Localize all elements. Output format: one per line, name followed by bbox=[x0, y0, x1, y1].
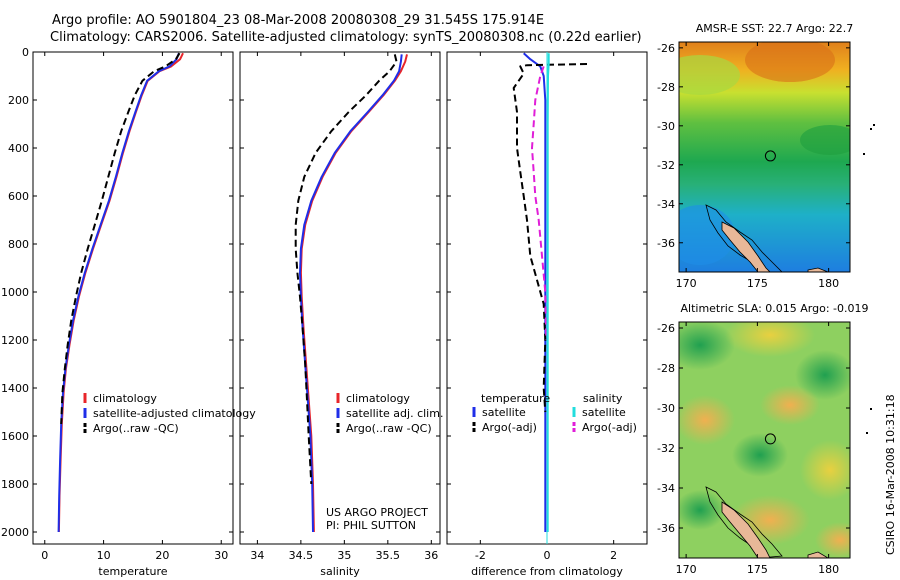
difference-xlabel: difference from climatology bbox=[471, 565, 623, 578]
temperature-ytick-label: 1600 bbox=[1, 430, 29, 443]
difference-legend-title: salinity bbox=[583, 392, 623, 405]
sst-map-argo-marker bbox=[764, 150, 776, 162]
temperature-axes: 0 10 20 30 temperature 0 200 400 600 800 1000 1200 1… bbox=[1, 46, 234, 578]
temperature-xtick-label: 20 bbox=[155, 549, 169, 562]
temperature-ytick-label: 400 bbox=[8, 142, 29, 155]
sla-map-ytick-label: -36 bbox=[657, 522, 675, 535]
salinity-axes: 34 34.5 35 35.5 36 salinity bbox=[239, 51, 441, 578]
map-edge-dots bbox=[863, 124, 875, 434]
sla-map-argo-marker bbox=[764, 433, 776, 445]
difference-series-line bbox=[531, 66, 548, 341]
temperature-ytick-label: 1000 bbox=[1, 286, 29, 299]
temperature-frame bbox=[32, 51, 234, 545]
temperature-ytick-label: 800 bbox=[8, 238, 29, 251]
salinity-series-line bbox=[294, 54, 398, 485]
temperature-xlabel: temperature bbox=[98, 565, 167, 578]
sst-map-axes: 170 175 180 -26 -28 -30 -32 -34 -36 AMSR-E SST: 2… bbox=[657, 22, 853, 290]
salinity-xtick-label: 34.5 bbox=[289, 549, 314, 562]
sla-map-field bbox=[679, 322, 850, 558]
difference-xtick-label: -2 bbox=[475, 549, 486, 562]
salinity-xlabel: salinity bbox=[320, 565, 360, 578]
temperature-legend-label: climatology bbox=[93, 392, 157, 405]
project-line1: US ARGO PROJECT bbox=[326, 506, 428, 519]
salinity-xtick-label: 35 bbox=[337, 549, 351, 562]
temperature-legend-label: Argo(..raw -QC) bbox=[93, 422, 179, 435]
difference-legend-label: satellite bbox=[482, 406, 526, 419]
difference-legend-title: temperature bbox=[481, 392, 550, 405]
salinity-xtick-label: 35.5 bbox=[376, 549, 401, 562]
salinity-legend-label: satellite adj. clim. bbox=[346, 407, 443, 420]
sst-map-ytick-label: -36 bbox=[657, 237, 675, 250]
temperature-ytick-label: 600 bbox=[8, 190, 29, 203]
sla-map-xtick-label: 180 bbox=[818, 563, 839, 576]
temperature-ytick-label: 200 bbox=[8, 94, 29, 107]
difference-series-line bbox=[546, 53, 550, 532]
temperature-ytick-label: 1800 bbox=[1, 478, 29, 491]
sla-land bbox=[705, 486, 829, 558]
sla-map-ytick-label: -34 bbox=[657, 482, 675, 495]
temperature-series-line bbox=[57, 52, 180, 533]
sst-map-ytick-label: -32 bbox=[657, 159, 675, 172]
sst-map-field bbox=[679, 42, 850, 272]
sla-map-title: Altimetric SLA: 0.015 Argo: -0.019 bbox=[681, 302, 869, 315]
sst-map-title: AMSR-E SST: 22.7 Argo: 22.7 bbox=[696, 22, 854, 35]
salinity-xtick-label: 36 bbox=[424, 549, 438, 562]
temperature-series-line bbox=[60, 52, 181, 425]
header-line1: Argo profile: AO 5901804_23 08-Mar-2008 … bbox=[52, 13, 545, 28]
temperature-xtick-label: 30 bbox=[214, 549, 228, 562]
sst-map-ytick-label: -34 bbox=[657, 198, 675, 211]
difference-series-line bbox=[512, 63, 588, 413]
sla-map-frame bbox=[678, 321, 851, 559]
timestamp-stamp: CSIRO 16-Mar-2008 10:31:18 bbox=[884, 394, 897, 555]
sla-map-ytick-label: -30 bbox=[657, 402, 675, 415]
temperature-legend-label: satellite-adjusted climatology bbox=[93, 407, 256, 420]
salinity-frame bbox=[239, 51, 441, 545]
project-line2: PI: PHIL SUTTON bbox=[326, 519, 417, 532]
difference-xtick-label: 0 bbox=[544, 549, 551, 562]
temperature-xtick-label: 10 bbox=[97, 549, 111, 562]
difference-legend-label: Argo(-adj) bbox=[482, 421, 537, 434]
salinity-series-line bbox=[299, 54, 403, 533]
sst-land bbox=[705, 204, 829, 272]
difference-xtick-label: 2 bbox=[610, 549, 617, 562]
temperature-ytick-label: 1400 bbox=[1, 382, 29, 395]
sst-map-xtick-label: 175 bbox=[747, 277, 768, 290]
sst-map-ytick-label: -26 bbox=[657, 42, 675, 55]
difference-legend-label: Argo(-adj) bbox=[582, 421, 637, 434]
salinity-legend-label: Argo(..raw -QC) bbox=[346, 422, 432, 435]
sst-map-ytick-label: -28 bbox=[657, 81, 675, 94]
sla-map-xtick-label: 170 bbox=[676, 563, 697, 576]
sla-map-ytick-label: -32 bbox=[657, 442, 675, 455]
temperature-ytick-label: 2000 bbox=[1, 526, 29, 539]
temperature-xtick-label: 0 bbox=[41, 549, 48, 562]
salinity-xtick-label: 34 bbox=[250, 549, 264, 562]
sla-map-ytick-label: -26 bbox=[657, 322, 675, 335]
header-line2: Climatology: CARS2006. Satellite-adjuste… bbox=[50, 30, 642, 45]
difference-legend-label: satellite bbox=[582, 406, 626, 419]
sst-map-ytick-label: -30 bbox=[657, 120, 675, 133]
sla-map-axes: 170 175 180 -26 -28 -30 -32 -34 -36 Altimetric SL… bbox=[657, 302, 868, 576]
sst-map-xtick-label: 170 bbox=[676, 277, 697, 290]
sla-map-ytick-label: -28 bbox=[657, 362, 675, 375]
temperature-ytick-label: 1200 bbox=[1, 334, 29, 347]
sst-map-xtick-label: 180 bbox=[818, 277, 839, 290]
temperature-ytick-label: 0 bbox=[22, 46, 29, 59]
sla-map-xtick-label: 175 bbox=[747, 563, 768, 576]
sst-map-frame bbox=[678, 41, 851, 273]
salinity-legend-label: climatology bbox=[346, 392, 410, 405]
